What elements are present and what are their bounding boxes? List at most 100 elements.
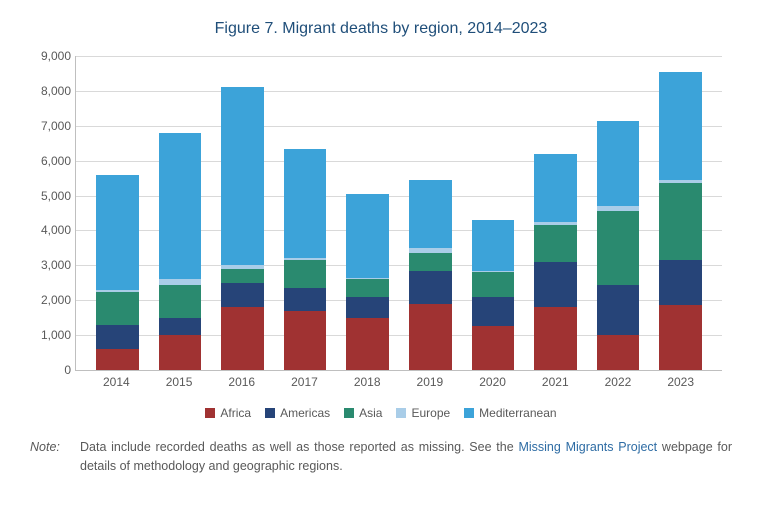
bar-segment-asia	[159, 285, 202, 318]
x-tick-label: 2021	[524, 371, 587, 396]
legend: Africa Americas Asia Europe Mediterranean	[30, 406, 732, 420]
legend-swatch	[396, 408, 406, 418]
bar	[534, 154, 577, 370]
bar-column	[211, 56, 274, 370]
bar	[472, 220, 515, 370]
bar-segment-americas	[534, 262, 577, 307]
bar-segment-asia	[472, 272, 515, 296]
y-tick-label: 6,000	[31, 154, 71, 168]
bar-segment-africa	[597, 335, 640, 370]
bar-segment-asia	[96, 292, 139, 325]
bar-segment-africa	[284, 311, 327, 370]
bars-container	[76, 56, 722, 370]
bar-column	[649, 56, 712, 370]
bar-column	[462, 56, 525, 370]
y-tick-label: 2,000	[31, 293, 71, 307]
x-tick-label: 2023	[649, 371, 712, 396]
bar	[346, 194, 389, 370]
chart-area: 01,0002,0003,0004,0005,0006,0007,0008,00…	[75, 56, 722, 396]
bar-segment-mediterranean	[659, 72, 702, 180]
bar-segment-africa	[534, 307, 577, 370]
bar-segment-mediterranean	[597, 121, 640, 206]
chart-title: Figure 7. Migrant deaths by region, 2014…	[30, 20, 732, 38]
bar-column	[587, 56, 650, 370]
bar-segment-africa	[659, 305, 702, 370]
x-axis-labels: 2014201520162017201820192020202120222023	[75, 371, 722, 396]
bar-segment-americas	[221, 283, 264, 307]
bar-segment-asia	[409, 253, 452, 270]
legend-label: Mediterranean	[479, 406, 556, 420]
y-tick-label: 4,000	[31, 223, 71, 237]
x-tick-label: 2018	[336, 371, 399, 396]
bar-segment-mediterranean	[534, 154, 577, 222]
y-tick-label: 0	[31, 363, 71, 377]
y-tick-label: 9,000	[31, 49, 71, 63]
y-tick-label: 3,000	[31, 258, 71, 272]
y-tick-label: 8,000	[31, 84, 71, 98]
bar-segment-mediterranean	[221, 87, 264, 265]
bar-segment-americas	[346, 297, 389, 318]
bar	[221, 87, 264, 370]
bar-segment-mediterranean	[159, 133, 202, 280]
note-label: Note:	[30, 438, 80, 476]
legend-label: Europe	[411, 406, 450, 420]
y-tick-label: 7,000	[31, 119, 71, 133]
bar-segment-mediterranean	[409, 180, 452, 248]
bar	[159, 133, 202, 370]
note-body: Data include recorded deaths as well as …	[80, 438, 732, 476]
legend-swatch	[205, 408, 215, 418]
x-tick-label: 2019	[399, 371, 462, 396]
bar-segment-mediterranean	[96, 175, 139, 290]
legend-item-mediterranean: Mediterranean	[464, 406, 556, 420]
bar-segment-americas	[159, 318, 202, 335]
plot-area: 01,0002,0003,0004,0005,0006,0007,0008,00…	[75, 56, 722, 371]
legend-item-asia: Asia	[344, 406, 382, 420]
x-tick-label: 2017	[273, 371, 336, 396]
bar-segment-asia	[346, 279, 389, 296]
bar-segment-asia	[534, 225, 577, 262]
legend-label: Asia	[359, 406, 382, 420]
bar-column	[274, 56, 337, 370]
x-tick-label: 2016	[210, 371, 273, 396]
bar-column	[86, 56, 149, 370]
bar-segment-americas	[284, 288, 327, 311]
bar-segment-mediterranean	[472, 220, 515, 271]
bar	[284, 148, 327, 370]
bar-segment-americas	[409, 271, 452, 304]
bar-segment-mediterranean	[346, 194, 389, 278]
bar-column	[149, 56, 212, 370]
bar-segment-americas	[659, 260, 702, 305]
bar-segment-americas	[597, 285, 640, 336]
bar-column	[336, 56, 399, 370]
bar	[96, 175, 139, 370]
legend-swatch	[265, 408, 275, 418]
note-text-before: Data include recorded deaths as well as …	[80, 440, 518, 454]
bar-segment-asia	[659, 183, 702, 260]
bar-segment-asia	[597, 211, 640, 284]
legend-item-africa: Africa	[205, 406, 251, 420]
bar-segment-africa	[409, 304, 452, 370]
bar-column	[399, 56, 462, 370]
bar	[597, 121, 640, 370]
x-tick-label: 2022	[587, 371, 650, 396]
x-tick-label: 2020	[461, 371, 524, 396]
x-tick-label: 2015	[148, 371, 211, 396]
bar-segment-americas	[472, 297, 515, 327]
legend-swatch	[344, 408, 354, 418]
bar-segment-americas	[96, 325, 139, 349]
legend-label: Africa	[220, 406, 251, 420]
bar	[409, 180, 452, 370]
y-tick-label: 1,000	[31, 328, 71, 342]
bar-segment-africa	[96, 349, 139, 370]
bar-column	[524, 56, 587, 370]
x-tick-label: 2014	[85, 371, 148, 396]
note-link[interactable]: Missing Migrants Project	[518, 440, 657, 454]
legend-label: Americas	[280, 406, 330, 420]
bar-segment-asia	[221, 269, 264, 283]
bar-segment-asia	[284, 260, 327, 288]
bar-segment-africa	[221, 307, 264, 370]
bar-segment-mediterranean	[284, 149, 327, 259]
y-tick-label: 5,000	[31, 189, 71, 203]
legend-item-americas: Americas	[265, 406, 330, 420]
bar-segment-africa	[472, 326, 515, 370]
